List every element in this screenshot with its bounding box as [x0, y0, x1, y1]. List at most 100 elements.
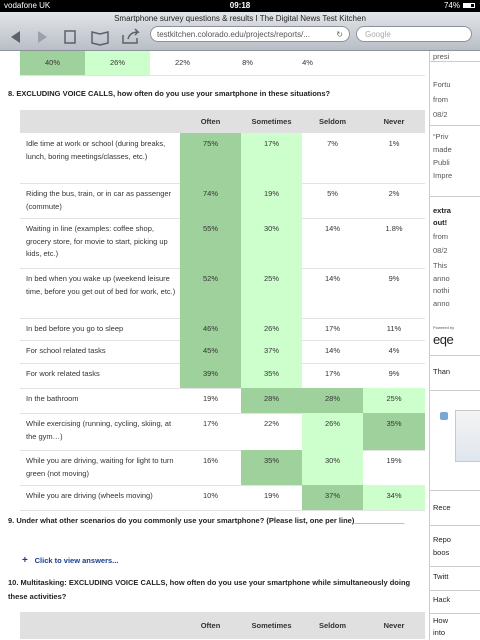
- table-cell: 75%: [180, 133, 241, 183]
- reload[interactable]: ↻: [336, 30, 343, 39]
- page-title: Smartphone survey questions & results I …: [114, 14, 366, 23]
- bookmarks-button[interactable]: [91, 31, 109, 46]
- table-cell: 1.8%: [385, 224, 403, 233]
- sidebar-text: boos: [433, 548, 450, 557]
- column-header: Often: [200, 117, 221, 126]
- table-cell: 16%: [202, 456, 218, 465]
- search-placeholder: Google: [365, 30, 391, 39]
- status-bar: vodafone UK 09:18 74%: [0, 0, 480, 12]
- question: 8. EXCLUDING VOICE CALLS, how often do y…: [8, 89, 331, 98]
- row-label: Riding the bus, train, or in car as pass…: [26, 189, 172, 211]
- table-cell: 17%: [324, 369, 340, 378]
- table-cell: 19%: [241, 183, 302, 218]
- table-cell: 11%: [386, 324, 402, 333]
- sidebar-text: 08/2: [433, 110, 448, 119]
- table-cell: 28%: [241, 388, 302, 413]
- content: 40% 26% 22% 8% 4% 8. EXCLUDING VOICE CALLS, h…: [0, 51, 430, 640]
- sidebar-text: Powered by: [433, 325, 455, 330]
- sidebar-text: How: [433, 616, 449, 625]
- back-button[interactable]: [11, 31, 20, 43]
- row-border: [20, 485, 425, 486]
- sidebar-divider: [429, 51, 430, 640]
- table-cell: 26%: [302, 413, 363, 450]
- row-label: While you are driving, waiting for light…: [26, 456, 174, 478]
- table-cell: 4%: [302, 58, 313, 67]
- table-cell: 5%: [327, 189, 338, 198]
- row-label: For work related tasks: [26, 369, 100, 378]
- row-label: In the bathroom: [26, 394, 79, 403]
- sidebar-text: made: [433, 145, 452, 154]
- column-header: Sometimes: [251, 621, 292, 630]
- row-label: While you are driving (wheels moving): [26, 491, 153, 500]
- table-cell: 35%: [363, 413, 425, 450]
- tabs-button[interactable]: [64, 30, 76, 44]
- row-label: For school related tasks: [26, 346, 106, 355]
- row-label: Idle time at work or school (during brea…: [26, 139, 166, 161]
- row-border: [20, 450, 425, 451]
- carrier: vodafone UK: [4, 1, 51, 10]
- sidebar-text: Twitt: [433, 572, 449, 581]
- nav-buttons[interactable]: [0, 26, 150, 48]
- column-header: Often: [200, 621, 221, 630]
- sidebar-text: nothi: [433, 286, 450, 295]
- sidebar-text: Rece: [433, 503, 451, 512]
- table-cell: 35%: [241, 363, 302, 388]
- battery-icon: [463, 3, 475, 8]
- table-cell: 35%: [241, 450, 302, 485]
- time: 09:18: [229, 1, 251, 10]
- table-cell: 4%: [388, 346, 400, 355]
- row-border: [20, 388, 425, 389]
- table-cell: 30%: [302, 450, 363, 485]
- sidebar-text: Publi: [433, 158, 450, 167]
- row-border: [20, 510, 425, 511]
- expand-link[interactable]: + Click to view answers...: [22, 555, 118, 566]
- url-field[interactable]: testkitchen.colorado.edu/projects/report…: [150, 26, 350, 42]
- search-field[interactable]: Google: [356, 26, 472, 42]
- table-cell: 14%: [324, 274, 340, 283]
- sidebar-text: This: [433, 261, 448, 270]
- table-cell: 74%: [180, 183, 241, 218]
- table-cell: 40%: [20, 51, 85, 75]
- table-cell: 17%: [241, 133, 302, 183]
- table-cell: 30%: [241, 218, 302, 268]
- sidebar-text: Hack: [433, 595, 451, 604]
- link-text[interactable]: Click to view answers...: [34, 556, 119, 565]
- table-cell: 19%: [263, 491, 279, 500]
- row-label: In bed before you go to sleep: [26, 324, 124, 333]
- table-cell: 25%: [241, 268, 302, 318]
- sidebar-separator: [430, 355, 480, 356]
- table-cell: 9%: [388, 369, 400, 378]
- row-label: In bed when you wake up (weekend leisure…: [26, 274, 176, 296]
- sidebar-separator: [430, 390, 480, 391]
- table-cell: 19%: [202, 394, 218, 403]
- url: testkitchen.colorado.edu/projects/report…: [157, 30, 310, 39]
- share-button[interactable]: [122, 28, 140, 44]
- column-header: Never: [383, 117, 405, 126]
- sidebar-text: into: [433, 628, 446, 637]
- table-cell: 46%: [180, 318, 241, 340]
- table-cell: 26%: [85, 51, 150, 75]
- sidebar-separator: [430, 525, 480, 526]
- sidebar-separator: [430, 566, 480, 567]
- table-cell: 1%: [388, 139, 400, 148]
- sidebar-text: anno: [433, 299, 450, 308]
- sidebar-text: Fortu: [433, 80, 451, 89]
- table-cell: 37%: [302, 485, 363, 510]
- column-header: Sometimes: [251, 117, 292, 126]
- table-cell: 10%: [202, 491, 218, 500]
- table-header: [20, 612, 425, 639]
- table-cell: 37%: [241, 340, 302, 363]
- sidebar-separator: [430, 613, 480, 614]
- sidebar-separator: [430, 196, 480, 197]
- column-header: Seldom: [318, 621, 347, 630]
- sidebar-text: “Priv: [433, 132, 449, 141]
- forward-button[interactable]: [38, 31, 47, 43]
- sidebar-text: from: [433, 95, 448, 104]
- table-cell: 34%: [363, 485, 425, 510]
- browser-toolbar: Smartphone survey questions & results I …: [0, 12, 480, 51]
- sidebar-text: presi: [433, 52, 450, 61]
- table-cell: 9%: [388, 274, 400, 283]
- column-header: Never: [383, 621, 405, 630]
